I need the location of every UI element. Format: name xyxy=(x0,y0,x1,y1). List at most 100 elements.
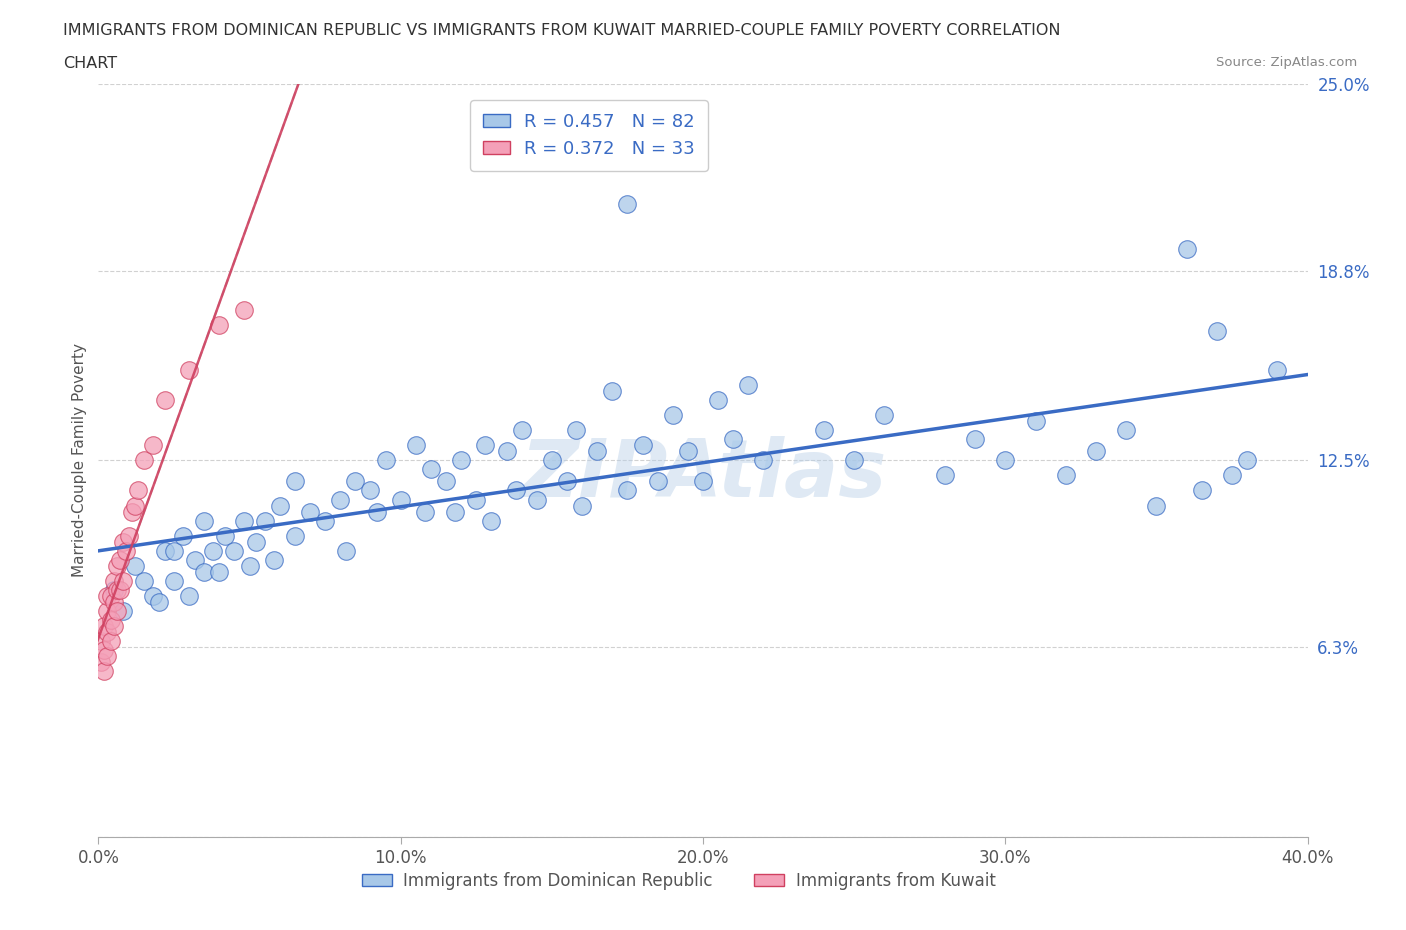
Point xyxy=(1024,414,1046,429)
Point xyxy=(450,453,472,468)
Point xyxy=(96,589,118,604)
Point xyxy=(1144,498,1167,513)
Point xyxy=(232,302,254,317)
Text: Source: ZipAtlas.com: Source: ZipAtlas.com xyxy=(1216,56,1357,69)
Point xyxy=(239,558,262,573)
Point xyxy=(184,552,207,567)
Point xyxy=(124,498,146,513)
Point xyxy=(413,504,436,519)
Point xyxy=(555,474,578,489)
Point xyxy=(631,438,654,453)
Point xyxy=(142,438,165,453)
Point xyxy=(481,513,503,528)
Point xyxy=(90,633,112,648)
Point xyxy=(96,649,118,664)
Point xyxy=(193,513,215,528)
Point xyxy=(526,492,548,507)
Point xyxy=(103,618,125,633)
Point xyxy=(540,453,562,468)
Point xyxy=(100,633,122,648)
Point xyxy=(96,625,118,640)
Point xyxy=(108,582,131,597)
Point xyxy=(844,453,866,468)
Point xyxy=(127,483,149,498)
Point xyxy=(1175,242,1198,257)
Point xyxy=(1115,423,1137,438)
Point xyxy=(132,453,155,468)
Point xyxy=(96,604,118,618)
Point xyxy=(93,618,115,633)
Point xyxy=(111,604,134,618)
Text: ZIPAtlas: ZIPAtlas xyxy=(520,436,886,514)
Point xyxy=(121,504,143,519)
Point xyxy=(510,423,533,438)
Point xyxy=(93,643,115,658)
Point xyxy=(1054,468,1077,483)
Point xyxy=(208,317,231,332)
Point xyxy=(344,474,367,489)
Point xyxy=(103,574,125,589)
Point xyxy=(465,492,488,507)
Point xyxy=(224,543,246,558)
Point xyxy=(329,492,352,507)
Point xyxy=(232,513,254,528)
Point xyxy=(994,453,1017,468)
Point xyxy=(360,483,382,498)
Point xyxy=(153,392,176,407)
Point xyxy=(163,543,186,558)
Point xyxy=(100,589,122,604)
Point xyxy=(284,528,307,543)
Point xyxy=(602,383,624,398)
Point xyxy=(114,543,136,558)
Point xyxy=(163,574,186,589)
Point xyxy=(934,468,956,483)
Point xyxy=(253,513,276,528)
Point xyxy=(873,407,896,422)
Point xyxy=(284,474,307,489)
Point xyxy=(647,474,669,489)
Point xyxy=(148,594,170,609)
Point xyxy=(202,543,225,558)
Point xyxy=(179,589,201,604)
Y-axis label: Married-Couple Family Poverty: Married-Couple Family Poverty xyxy=(72,343,87,578)
Point xyxy=(495,444,517,458)
Point xyxy=(103,582,125,597)
Legend: Immigrants from Dominican Republic, Immigrants from Kuwait: Immigrants from Dominican Republic, Immi… xyxy=(354,865,1002,897)
Point xyxy=(737,378,759,392)
Point xyxy=(299,504,322,519)
Point xyxy=(616,483,638,498)
Point xyxy=(105,604,128,618)
Point xyxy=(707,392,730,407)
Point xyxy=(118,528,141,543)
Point xyxy=(142,589,165,604)
Point xyxy=(90,655,112,670)
Point xyxy=(692,474,714,489)
Point xyxy=(124,558,146,573)
Point xyxy=(405,438,427,453)
Point xyxy=(661,407,683,422)
Point xyxy=(1206,324,1229,339)
Point xyxy=(752,453,775,468)
Point xyxy=(105,582,128,597)
Point xyxy=(193,565,215,579)
Point xyxy=(172,528,194,543)
Point xyxy=(111,534,134,549)
Point xyxy=(366,504,388,519)
Point xyxy=(214,528,236,543)
Point xyxy=(314,513,336,528)
Point xyxy=(93,664,115,679)
Point xyxy=(1191,483,1213,498)
Point xyxy=(616,197,638,212)
Point xyxy=(505,483,527,498)
Point xyxy=(1236,453,1258,468)
Point xyxy=(723,432,745,446)
Point xyxy=(474,438,496,453)
Point xyxy=(132,574,155,589)
Point xyxy=(565,423,588,438)
Point xyxy=(245,534,267,549)
Point xyxy=(1220,468,1243,483)
Point xyxy=(374,453,396,468)
Point xyxy=(108,552,131,567)
Point xyxy=(103,594,125,609)
Point xyxy=(586,444,609,458)
